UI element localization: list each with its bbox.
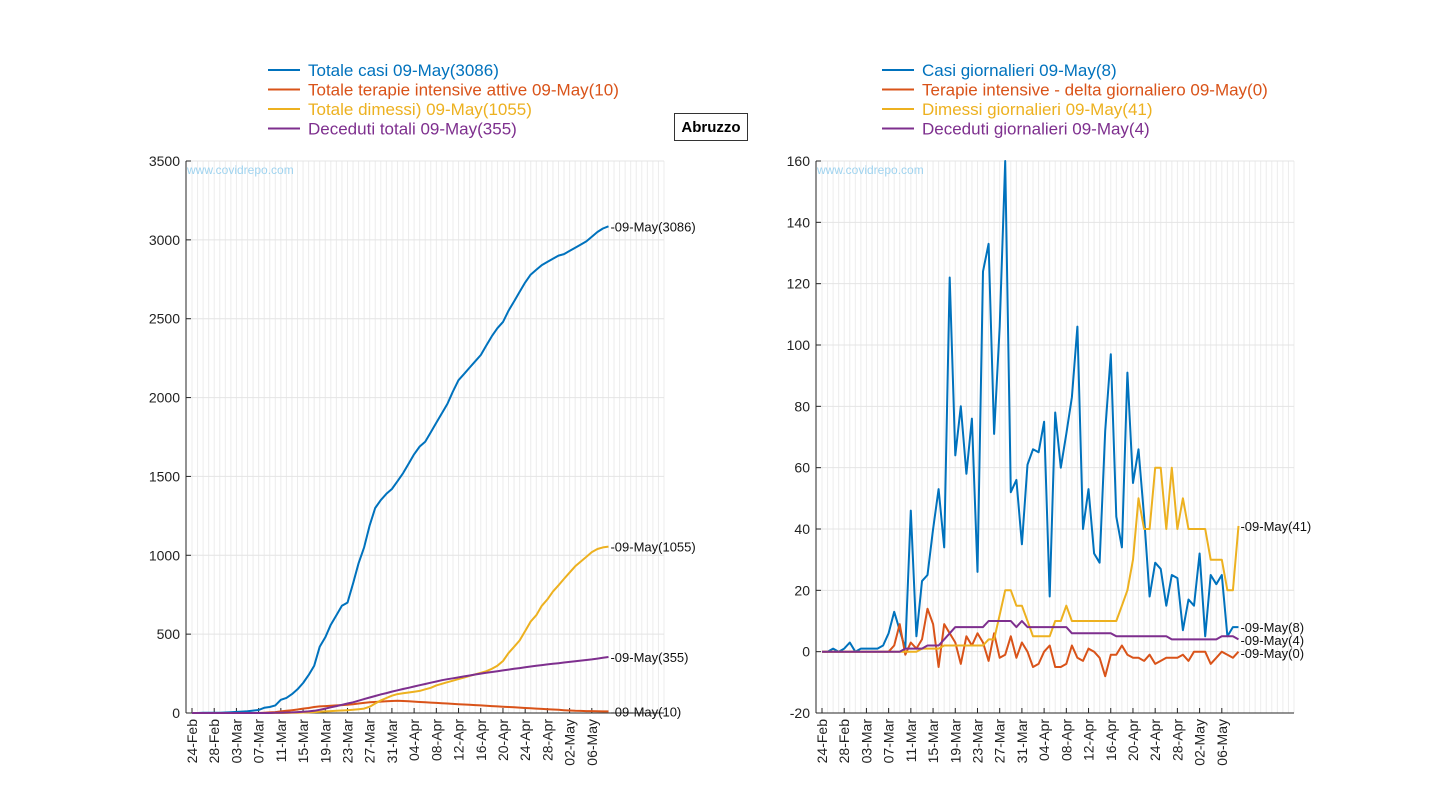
end-label: -09-May(4) xyxy=(1240,633,1304,648)
x-tick-label: 28-Feb xyxy=(206,719,222,764)
x-tick-label: 23-Mar xyxy=(969,719,985,764)
watermark: www.covidrepo.com xyxy=(186,163,294,177)
x-tick-label: 16-Apr xyxy=(473,719,489,761)
end-label: -09-May(8) xyxy=(1240,620,1304,635)
series-line-4 xyxy=(192,656,609,714)
x-tick-label: 15-Mar xyxy=(295,719,311,764)
legend-entry: Casi giornalieri 09-May(8) xyxy=(922,61,1117,80)
x-tick-label: 06-May xyxy=(584,719,600,766)
y-tick-label: 500 xyxy=(157,626,181,642)
legend-entry: Terapie intensive - delta giornaliero 09… xyxy=(922,81,1268,100)
x-tick-label: 24-Apr xyxy=(1147,719,1163,761)
region-label: Abruzzo xyxy=(674,113,748,141)
y-tick-label: 2000 xyxy=(149,390,180,406)
x-tick-label: 02-May xyxy=(1192,719,1208,766)
y-tick-label: 80 xyxy=(794,398,810,414)
x-tick-label: 11-Mar xyxy=(273,719,289,763)
series-line-3 xyxy=(822,466,1240,653)
end-label: -09-May(355) xyxy=(610,650,688,665)
x-tick-label: 12-Apr xyxy=(451,719,467,761)
end-label: -09-May(10) xyxy=(610,704,681,719)
x-tick-label: 24-Feb xyxy=(814,719,830,764)
y-tick-label: -20 xyxy=(790,705,810,721)
x-tick-label: 20-Apr xyxy=(1125,719,1141,761)
x-tick-label: 19-Mar xyxy=(947,719,963,764)
watermark: www.covidrepo.com xyxy=(816,163,924,177)
x-tick-label: 16-Apr xyxy=(1103,719,1119,761)
y-tick-label: 20 xyxy=(794,582,810,598)
legend-entry: Totale dimessi) 09-May(1055) xyxy=(308,100,532,119)
x-tick-label: 19-Mar xyxy=(317,719,333,764)
x-tick-label: 28-Feb xyxy=(836,719,852,764)
end-label: -09-May(41) xyxy=(1240,519,1311,534)
x-tick-label: 08-Apr xyxy=(428,719,444,761)
y-tick-label: 40 xyxy=(794,521,810,537)
y-tick-label: 160 xyxy=(787,153,811,169)
legend-entry: Dimessi giornalieri 09-May(41) xyxy=(922,100,1153,119)
x-tick-label: 07-Mar xyxy=(881,719,897,764)
x-tick-label: 15-Mar xyxy=(925,719,941,764)
x-tick-label: 08-Apr xyxy=(1058,719,1074,761)
right-chart: -20 0 20 40 60 80 100 120 140 160 24-Feb 28-Feb 03-M… xyxy=(787,61,1312,766)
x-tick-label: 27-Mar xyxy=(992,719,1008,764)
y-tick-label: 100 xyxy=(787,337,811,353)
y-tick-label: 3500 xyxy=(149,153,180,169)
series-line-4 xyxy=(822,620,1239,653)
end-label: -09-May(0) xyxy=(1240,646,1304,661)
x-tick-label: 03-Mar xyxy=(858,719,874,764)
x-tick-label: 02-May xyxy=(562,719,578,766)
y-tick-label: 140 xyxy=(787,214,811,230)
end-label: -09-May(3086) xyxy=(610,219,695,234)
end-label: -09-May(1055) xyxy=(610,540,695,555)
x-tick-label: 04-Apr xyxy=(406,719,422,761)
y-tick-label: 2500 xyxy=(149,311,180,327)
y-tick-label: 120 xyxy=(787,276,811,292)
x-tick-label: 28-Apr xyxy=(539,719,555,761)
y-tick-label: 1500 xyxy=(149,468,180,484)
x-tick-label: 28-Apr xyxy=(1169,719,1185,761)
x-tick-label: 06-May xyxy=(1214,719,1230,766)
x-tick-label: 23-Mar xyxy=(339,719,355,764)
x-tick-label: 31-Mar xyxy=(1014,719,1030,764)
left-chart: 0 500 1000 1500 2000 2500 3000 3500 24-Feb 28-Feb… xyxy=(149,61,696,766)
x-tick-label: 24-Feb xyxy=(184,719,200,764)
series-line-3 xyxy=(192,545,609,714)
y-tick-label: 1000 xyxy=(149,547,180,563)
y-tick-label: 3000 xyxy=(149,232,180,248)
x-tick-label: 27-Mar xyxy=(362,719,378,764)
legend-entry: Deceduti totali 09-May(355) xyxy=(308,120,517,139)
y-tick-label: 0 xyxy=(172,705,180,721)
x-tick-label: 24-Apr xyxy=(517,719,533,761)
x-tick-label: 03-Mar xyxy=(228,719,244,764)
series-line-1 xyxy=(192,225,609,714)
x-tick-label: 20-Apr xyxy=(495,719,511,761)
x-tick-label: 04-Apr xyxy=(1036,719,1052,761)
y-tick-label: 0 xyxy=(802,644,810,660)
x-tick-label: 12-Apr xyxy=(1081,719,1097,761)
x-tick-label: 31-Mar xyxy=(384,719,400,764)
legend-entry: Deceduti giornalieri 09-May(4) xyxy=(922,120,1150,139)
legend-entry: Totale casi 09-May(3086) xyxy=(308,61,499,80)
legend-entry: Totale terapie intensive attive 09-May(1… xyxy=(308,81,619,100)
series-line-2 xyxy=(822,607,1240,678)
series-line-1 xyxy=(822,160,1239,653)
x-tick-label: 11-Mar xyxy=(903,719,919,763)
x-tick-label: 07-Mar xyxy=(251,719,267,764)
y-tick-label: 60 xyxy=(794,460,810,476)
